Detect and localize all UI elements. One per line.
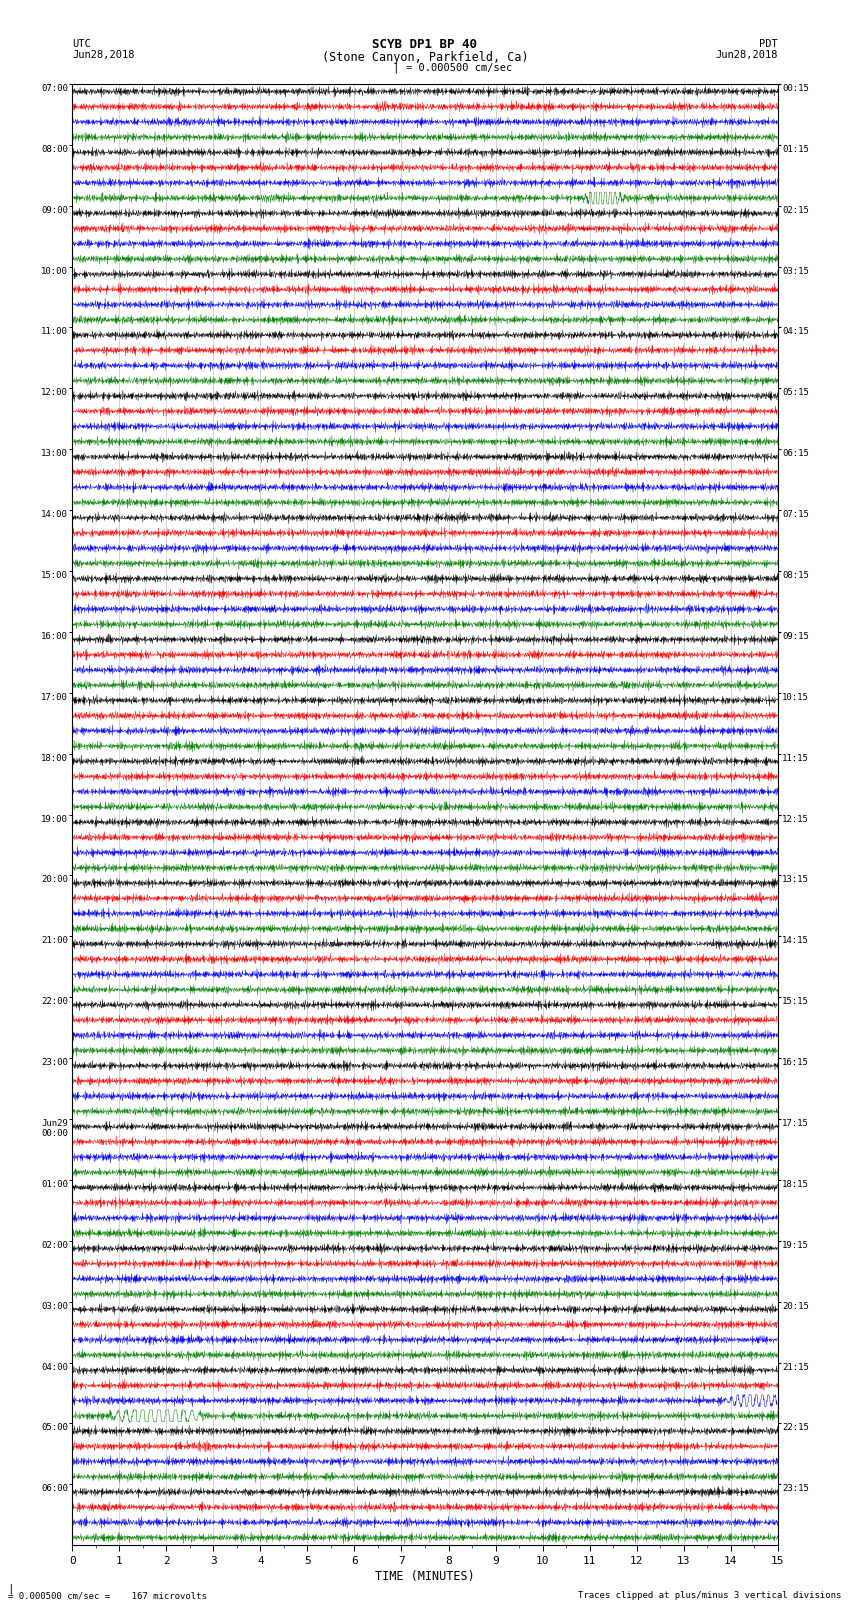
- Text: = 0.000500 cm/sec =    167 microvolts: = 0.000500 cm/sec = 167 microvolts: [8, 1590, 207, 1600]
- Text: |: |: [392, 63, 399, 74]
- Text: = 0.000500 cm/sec: = 0.000500 cm/sec: [406, 63, 513, 73]
- Text: Traces clipped at plus/minus 3 vertical divisions: Traces clipped at plus/minus 3 vertical …: [578, 1590, 842, 1600]
- X-axis label: TIME (MINUTES): TIME (MINUTES): [375, 1569, 475, 1582]
- Text: SCYB DP1 BP 40: SCYB DP1 BP 40: [372, 37, 478, 52]
- Text: Jun28,2018: Jun28,2018: [72, 50, 135, 60]
- Text: Jun28,2018: Jun28,2018: [715, 50, 778, 60]
- Text: |: |: [7, 1582, 14, 1594]
- Text: UTC: UTC: [72, 39, 91, 48]
- Text: PDT: PDT: [759, 39, 778, 48]
- Text: (Stone Canyon, Parkfield, Ca): (Stone Canyon, Parkfield, Ca): [321, 50, 529, 65]
